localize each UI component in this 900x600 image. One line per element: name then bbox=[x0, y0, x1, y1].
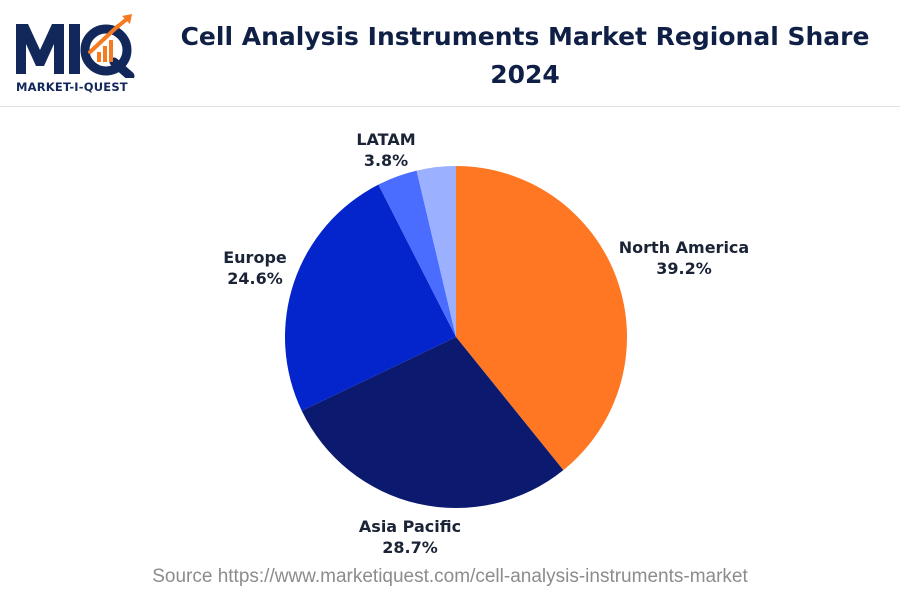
slice-label: Europe bbox=[223, 248, 287, 267]
slice-label: Asia Pacific bbox=[359, 517, 461, 536]
slice-value-label: 39.2% bbox=[656, 259, 712, 278]
slice-value-label: 24.6% bbox=[227, 269, 283, 288]
header: MARKET-I-QUEST Cell Analysis Instruments… bbox=[0, 0, 900, 106]
pie-slice-north-america bbox=[456, 166, 627, 471]
slice-value-label: 3.8% bbox=[364, 151, 408, 170]
source-note: Source https://www.marketiquest.com/cell… bbox=[152, 566, 748, 587]
pie-slice-other bbox=[416, 166, 456, 337]
logo-wordmark: MARKET-I-QUEST bbox=[16, 80, 128, 94]
header-divider bbox=[0, 106, 900, 107]
logo: MARKET-I-QUEST bbox=[14, 8, 144, 96]
pie-slice-latam bbox=[378, 170, 456, 337]
slice-label: North America bbox=[619, 238, 749, 257]
pie-slice-asia-pacific bbox=[301, 337, 564, 509]
slice-label: LATAM bbox=[356, 130, 415, 149]
miq-logo-icon bbox=[16, 14, 135, 78]
pie-slice-europe bbox=[284, 184, 456, 411]
chart-title: Cell Analysis Instruments Market Regiona… bbox=[180, 22, 870, 89]
slice-value-label: 28.7% bbox=[382, 538, 438, 557]
